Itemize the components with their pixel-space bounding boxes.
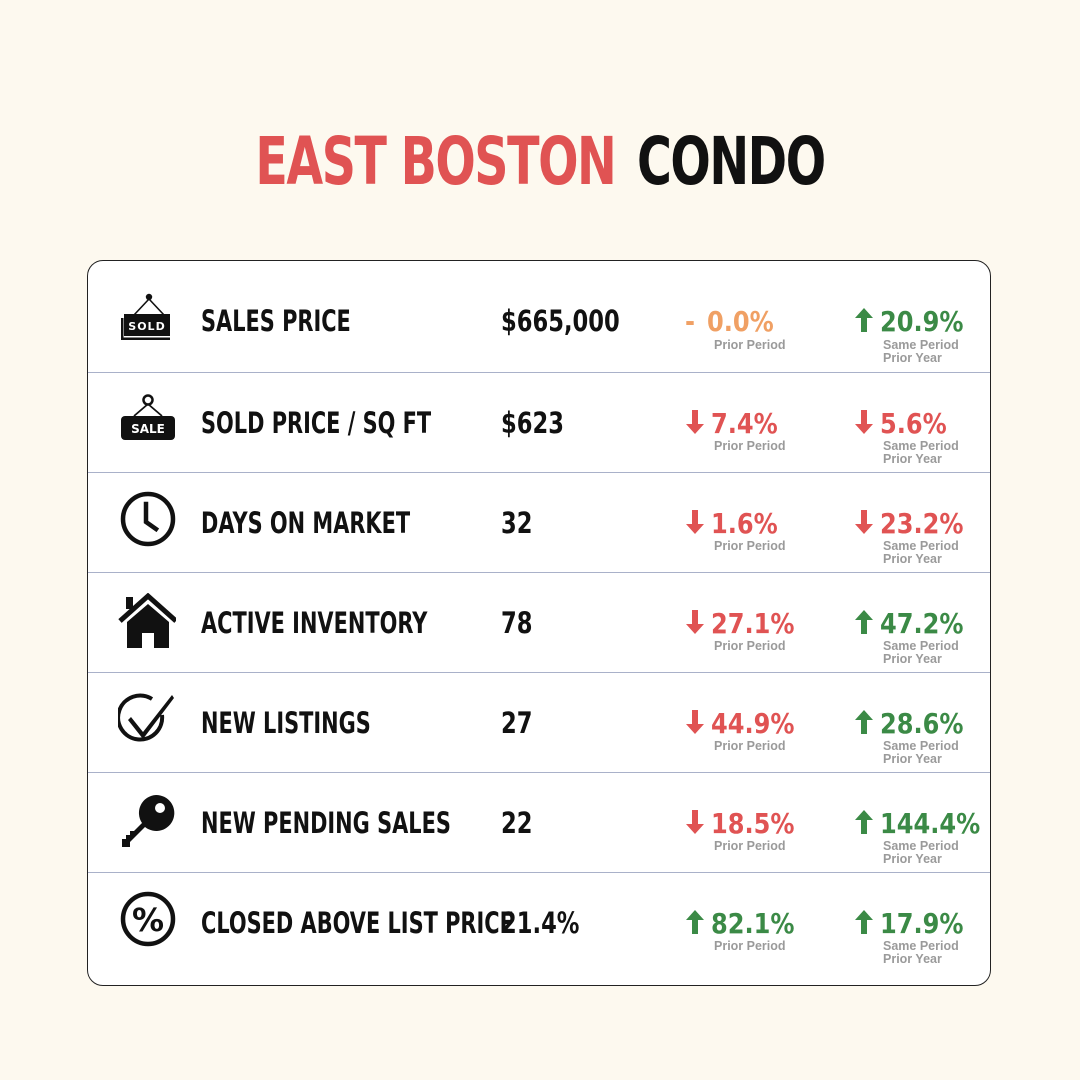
prior-period-percent: 18.5% [711,807,795,841]
sold-sign-text: SOLD [128,320,165,333]
prior-year-change: 47.2% [854,605,977,641]
percent-circle-icon: % [118,891,176,947]
prior-period-change: -0.0% [685,303,784,339]
arrow-down-icon [854,509,874,535]
prior-period-change: 27.1% [685,605,808,641]
stat-row-closed-above-list: % CLOSED ABOVE LIST PRICE 21.4% 82.1% Pr… [88,872,990,985]
prior-year-percent: 5.6% [880,407,947,441]
prior-year-caption: Same Period Prior Year [883,439,959,466]
stat-value: $623 [501,406,564,440]
prior-year-percent: 144.4% [880,807,981,841]
stat-value: 22 [501,806,533,840]
stat-row-sales-price: SOLD SALES PRICE $665,000 -0.0% Prior Pe… [88,261,990,365]
flat-prefix: - [685,305,695,339]
sale-sign-text: SALE [131,422,165,436]
prior-period-change: 44.9% [685,705,808,741]
arrow-down-icon [685,509,705,535]
prior-year-change: 5.6% [854,405,958,441]
prior-period-caption: Prior Period [714,939,786,953]
stat-row-sold-price-per-sqft: SALE SOLD PRICE / SQ FT $623 7.4% Prior … [88,372,990,472]
arrow-down-icon [854,409,874,435]
prior-period-caption: Prior Period [714,639,786,653]
prior-year-percent: 20.9% [880,305,964,339]
stat-row-new-pending-sales: NEW PENDING SALES 22 18.5% Prior Period … [88,772,990,872]
prior-year-caption: Same Period Prior Year [883,539,959,566]
prior-year-caption: Same Period Prior Year [883,939,959,966]
stat-value: $665,000 [501,304,620,338]
arrow-up-icon [854,809,874,835]
stats-card: SOLD SALES PRICE $665,000 -0.0% Prior Pe… [87,260,991,986]
prior-year-caption: Same Period Prior Year [883,338,959,365]
stat-label: ACTIVE INVENTORY [201,606,428,640]
sold-sign-icon: SOLD [118,285,176,341]
stat-row-new-listings: NEW LISTINGS 27 44.9% Prior Period 28.6%… [88,672,990,772]
prior-period-change: 7.4% [685,405,789,441]
arrow-up-icon [854,609,874,635]
prior-year-change: 144.4% [854,805,990,841]
arrow-down-icon [685,409,705,435]
prior-year-change: 28.6% [854,705,977,741]
arrow-up-icon [854,909,874,935]
arrow-down-icon [685,609,705,635]
prior-year-caption: Same Period Prior Year [883,739,959,766]
prior-period-caption: Prior Period [714,539,786,553]
checkmark-circle-icon [118,689,176,745]
stat-row-days-on-market: DAYS ON MARKET 32 1.6% Prior Period 23.2… [88,472,990,572]
prior-year-caption: Same Period Prior Year [883,839,959,866]
house-icon [118,593,176,649]
stat-label: NEW LISTINGS [201,706,371,740]
stat-value: 27 [501,706,533,740]
prior-year-change: 23.2% [854,505,977,541]
stat-label: SALES PRICE [201,304,351,338]
prior-year-percent: 47.2% [880,607,964,641]
sale-sign-icon: SALE [118,389,176,445]
stat-label: CLOSED ABOVE LIST PRICE [201,906,514,940]
svg-text:%: % [132,901,164,939]
stat-label: DAYS ON MARKET [201,506,411,540]
prior-period-percent: 27.1% [711,607,795,641]
stat-label: SOLD PRICE / SQ FT [201,406,432,440]
prior-year-percent: 17.9% [880,907,964,941]
prior-period-percent: 0.0% [706,305,774,339]
arrow-up-icon [854,709,874,735]
page-title: EAST BOSTON CONDO [151,122,929,202]
prior-period-percent: 44.9% [711,707,795,741]
stat-value: 32 [501,506,533,540]
prior-year-change: 20.9% [854,303,977,339]
prior-year-percent: 23.2% [880,507,964,541]
prior-year-percent: 28.6% [880,707,964,741]
stat-value: 21.4% [501,906,580,940]
prior-period-caption: Prior Period [714,839,786,853]
title-property-type: CONDO [636,123,826,200]
prior-period-change: 18.5% [685,805,808,841]
key-icon [118,793,176,849]
prior-period-percent: 1.6% [711,507,778,541]
clock-icon [118,491,176,547]
stat-value: 78 [501,606,533,640]
arrow-up-icon [685,909,705,935]
arrow-down-icon [685,709,705,735]
prior-period-percent: 7.4% [711,407,778,441]
prior-period-change: 1.6% [685,505,789,541]
prior-period-percent: 82.1% [711,907,795,941]
stat-row-active-inventory: ACTIVE INVENTORY 78 27.1% Prior Period 4… [88,572,990,672]
title-location: EAST BOSTON [255,123,616,200]
prior-period-caption: Prior Period [714,739,786,753]
prior-period-change: 82.1% [685,905,808,941]
prior-year-change: 17.9% [854,905,977,941]
arrow-up-icon [854,307,874,333]
arrow-down-icon [685,809,705,835]
stat-label: NEW PENDING SALES [201,806,451,840]
prior-year-caption: Same Period Prior Year [883,639,959,666]
prior-period-caption: Prior Period [714,439,786,453]
prior-period-caption: Prior Period [714,338,786,352]
